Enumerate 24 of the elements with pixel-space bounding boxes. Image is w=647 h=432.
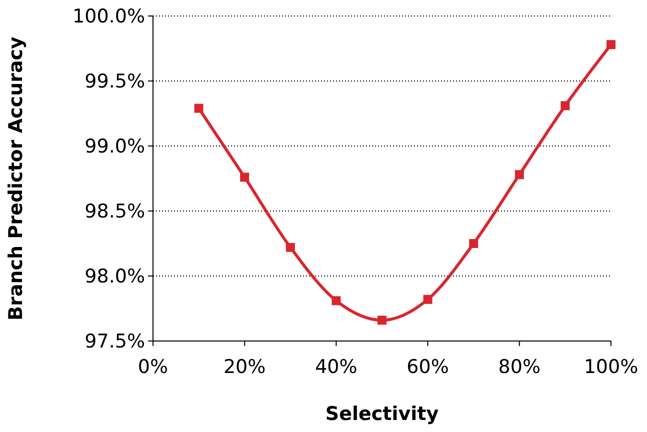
point xyxy=(286,242,295,252)
point xyxy=(194,104,204,113)
x-axis-title: Selectivity xyxy=(325,403,440,425)
point xyxy=(240,172,250,182)
y-tick-label: 99.0% xyxy=(84,136,145,158)
x-tick-label: 40% xyxy=(315,356,358,378)
y-tick-label: 97.5% xyxy=(84,330,145,353)
y-tick-label: 99.5% xyxy=(84,70,145,93)
x-tick-label: 20% xyxy=(223,356,266,378)
x-tick-label: 0% xyxy=(138,356,168,378)
point xyxy=(332,296,341,306)
y-axis-title: Branch Predictor Accuracy xyxy=(5,36,27,320)
x-tick-label: 80% xyxy=(498,356,541,378)
x-tick-label: 60% xyxy=(406,356,449,378)
point xyxy=(560,101,570,110)
y-tick-label: 98.0% xyxy=(84,266,145,288)
point xyxy=(514,170,524,180)
x-tick-label: 100% xyxy=(584,356,638,378)
y-tick-label: 100.0% xyxy=(72,6,145,28)
point xyxy=(378,316,386,325)
point xyxy=(606,40,616,50)
y-tick-label: 98.5% xyxy=(84,200,145,223)
point xyxy=(423,294,432,304)
point xyxy=(469,239,478,248)
